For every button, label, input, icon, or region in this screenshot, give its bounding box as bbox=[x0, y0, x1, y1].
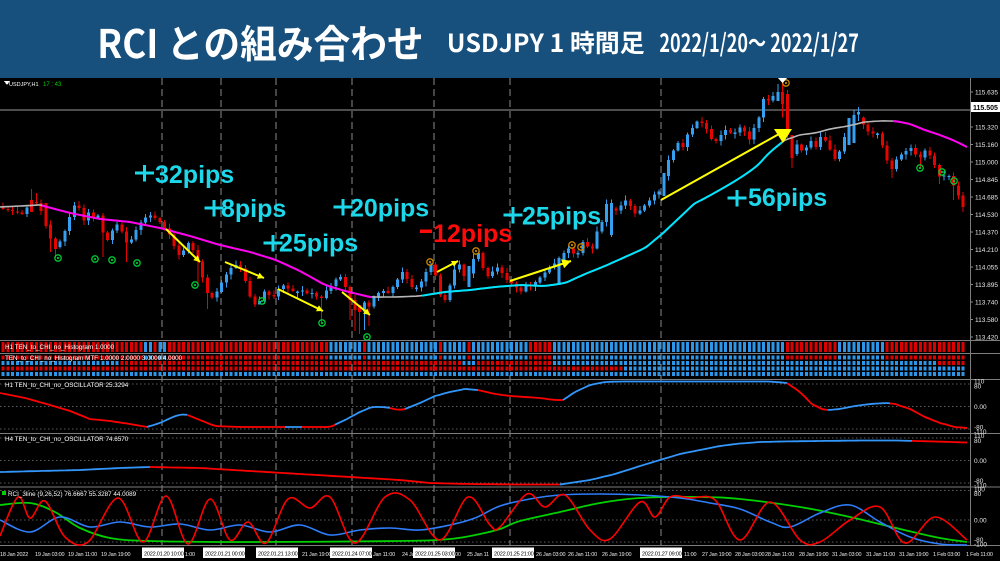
svg-text:19 Jan 19:00: 19 Jan 19:00 bbox=[101, 552, 131, 558]
svg-text:56pips: 56pips bbox=[748, 184, 827, 212]
svg-text:Jan 11:00: Jan 11:00 bbox=[373, 552, 395, 558]
svg-text:2022.01.25 21:00: 2022.01.25 21:00 bbox=[494, 552, 534, 558]
svg-text:24 Ja: 24 Ja bbox=[402, 552, 416, 558]
svg-text:H1 TEN_to_CHI_no_Histogram 1.: H1 TEN_to_CHI_no_Histogram 1.0000 bbox=[5, 344, 115, 351]
svg-text:113.420: 113.420 bbox=[975, 335, 998, 342]
svg-text:110: 110 bbox=[974, 433, 985, 440]
svg-text:19 Jan 03:00: 19 Jan 03:00 bbox=[35, 552, 65, 558]
svg-text:113.895: 113.895 bbox=[975, 282, 998, 289]
svg-text:RCI_3line (9,26,52) 76.6667 55: RCI_3line (9,26,52) 76.6667 55.3287 44.0… bbox=[8, 491, 137, 498]
svg-text:00: 00 bbox=[455, 552, 461, 558]
svg-text:25pips: 25pips bbox=[522, 203, 601, 231]
svg-text:28 Jan 11:00: 28 Jan 11:00 bbox=[765, 552, 794, 558]
svg-text:115.635: 115.635 bbox=[975, 90, 998, 97]
svg-text:115.160: 115.160 bbox=[975, 142, 998, 149]
svg-text:27 Jan 19:00: 27 Jan 19:00 bbox=[702, 552, 732, 558]
svg-text:-80: -80 bbox=[974, 425, 984, 432]
svg-text:114.055: 114.055 bbox=[975, 265, 998, 272]
svg-text:H4 TEN_to_CHI_no_OSCILLATOR: H4 TEN_to_CHI_no_OSCILLATOR 74.6570 bbox=[5, 436, 129, 443]
svg-text:20pips: 20pips bbox=[350, 195, 429, 223]
svg-text:114.685: 114.685 bbox=[975, 195, 998, 202]
svg-text:115.320: 115.320 bbox=[975, 125, 998, 132]
svg-text:80: 80 bbox=[974, 438, 982, 445]
svg-text:0.00: 0.00 bbox=[974, 458, 987, 465]
svg-text:12pips: 12pips bbox=[433, 220, 512, 248]
svg-text:110: 110 bbox=[974, 379, 985, 386]
svg-text:80: 80 bbox=[974, 491, 982, 498]
svg-text:31 Jan 19:00: 31 Jan 19:00 bbox=[899, 552, 929, 558]
svg-text:28 Jan 03:00: 28 Jan 03:00 bbox=[735, 552, 765, 558]
svg-text:2022.01.27 09:00: 2022.01.27 09:00 bbox=[642, 552, 682, 558]
svg-text:18 Jan 2022: 18 Jan 2022 bbox=[0, 552, 28, 558]
svg-text:2022.01.21 13:00: 2022.01.21 13:00 bbox=[258, 552, 298, 558]
svg-text:80: 80 bbox=[974, 384, 982, 391]
svg-text:1 Feb 03:00: 1 Feb 03:00 bbox=[933, 552, 960, 558]
svg-text:28 Jan 19:00: 28 Jan 19:00 bbox=[799, 552, 829, 558]
svg-text:32pips: 32pips bbox=[155, 161, 234, 189]
svg-text:25 Jan 11: 25 Jan 11 bbox=[467, 552, 489, 558]
svg-text:TEN_to_CHI_no_Histogram MTF 1.: TEN_to_CHI_no_Histogram MTF 1.0000 2.000… bbox=[5, 355, 183, 362]
svg-text:-80: -80 bbox=[974, 478, 984, 485]
svg-text:8pips: 8pips bbox=[221, 195, 286, 223]
svg-text:-110: -110 bbox=[974, 483, 987, 490]
svg-text:113.740: 113.740 bbox=[975, 300, 998, 307]
svg-text:25pips: 25pips bbox=[279, 230, 358, 258]
svg-text:21 Jan 19:00: 21 Jan 19:00 bbox=[302, 552, 332, 558]
svg-text:-110: -110 bbox=[974, 429, 987, 436]
svg-text:115.505: 115.505 bbox=[973, 105, 998, 112]
svg-text:115.000: 115.000 bbox=[975, 160, 998, 167]
svg-text:100: 100 bbox=[974, 487, 985, 494]
svg-text:USDJPY,H1: USDJPY,H1 bbox=[9, 82, 39, 88]
svg-text:11:00: 11:00 bbox=[684, 552, 696, 558]
svg-text:26 Jan 11:00: 26 Jan 11:00 bbox=[568, 552, 597, 558]
svg-text:0.00: 0.00 bbox=[974, 404, 987, 411]
svg-text:1 Feb 11:00: 1 Feb 11:00 bbox=[966, 552, 993, 558]
svg-text:114.530: 114.530 bbox=[975, 212, 998, 219]
svg-text:31 Jan 03:00: 31 Jan 03:00 bbox=[832, 552, 862, 558]
svg-text:-80: -80 bbox=[974, 537, 984, 544]
svg-text:17 : 43: 17 : 43 bbox=[43, 82, 62, 88]
svg-text:26 Jan 19:00: 26 Jan 19:00 bbox=[602, 552, 632, 558]
svg-text:2022.01.24 07:00: 2022.01.24 07:00 bbox=[332, 552, 372, 558]
svg-text:31 Jan 11:00: 31 Jan 11:00 bbox=[866, 552, 895, 558]
svg-text:2022.01.21 00:00: 2022.01.21 00:00 bbox=[205, 552, 245, 558]
svg-text:19 Jan 11:00: 19 Jan 11:00 bbox=[68, 552, 97, 558]
svg-text:26 Jan 03:00: 26 Jan 03:00 bbox=[536, 552, 566, 558]
svg-text:114.210: 114.210 bbox=[975, 247, 998, 254]
svg-text:-100: -100 bbox=[974, 542, 987, 549]
svg-text:114.845: 114.845 bbox=[975, 177, 998, 184]
svg-text:114.370: 114.370 bbox=[975, 230, 998, 237]
svg-text:2022.01.25 03:00: 2022.01.25 03:00 bbox=[415, 552, 455, 558]
svg-text:1:00: 1:00 bbox=[185, 552, 195, 558]
svg-text:113.580: 113.580 bbox=[975, 317, 998, 324]
svg-text:H1 TEN_to_CHI_no_OSCILLATOR: H1 TEN_to_CHI_no_OSCILLATOR 25.3294 bbox=[5, 382, 129, 389]
svg-text:2022.01.20 10:00: 2022.01.20 10:00 bbox=[144, 552, 184, 558]
svg-text:0.00: 0.00 bbox=[974, 518, 987, 525]
